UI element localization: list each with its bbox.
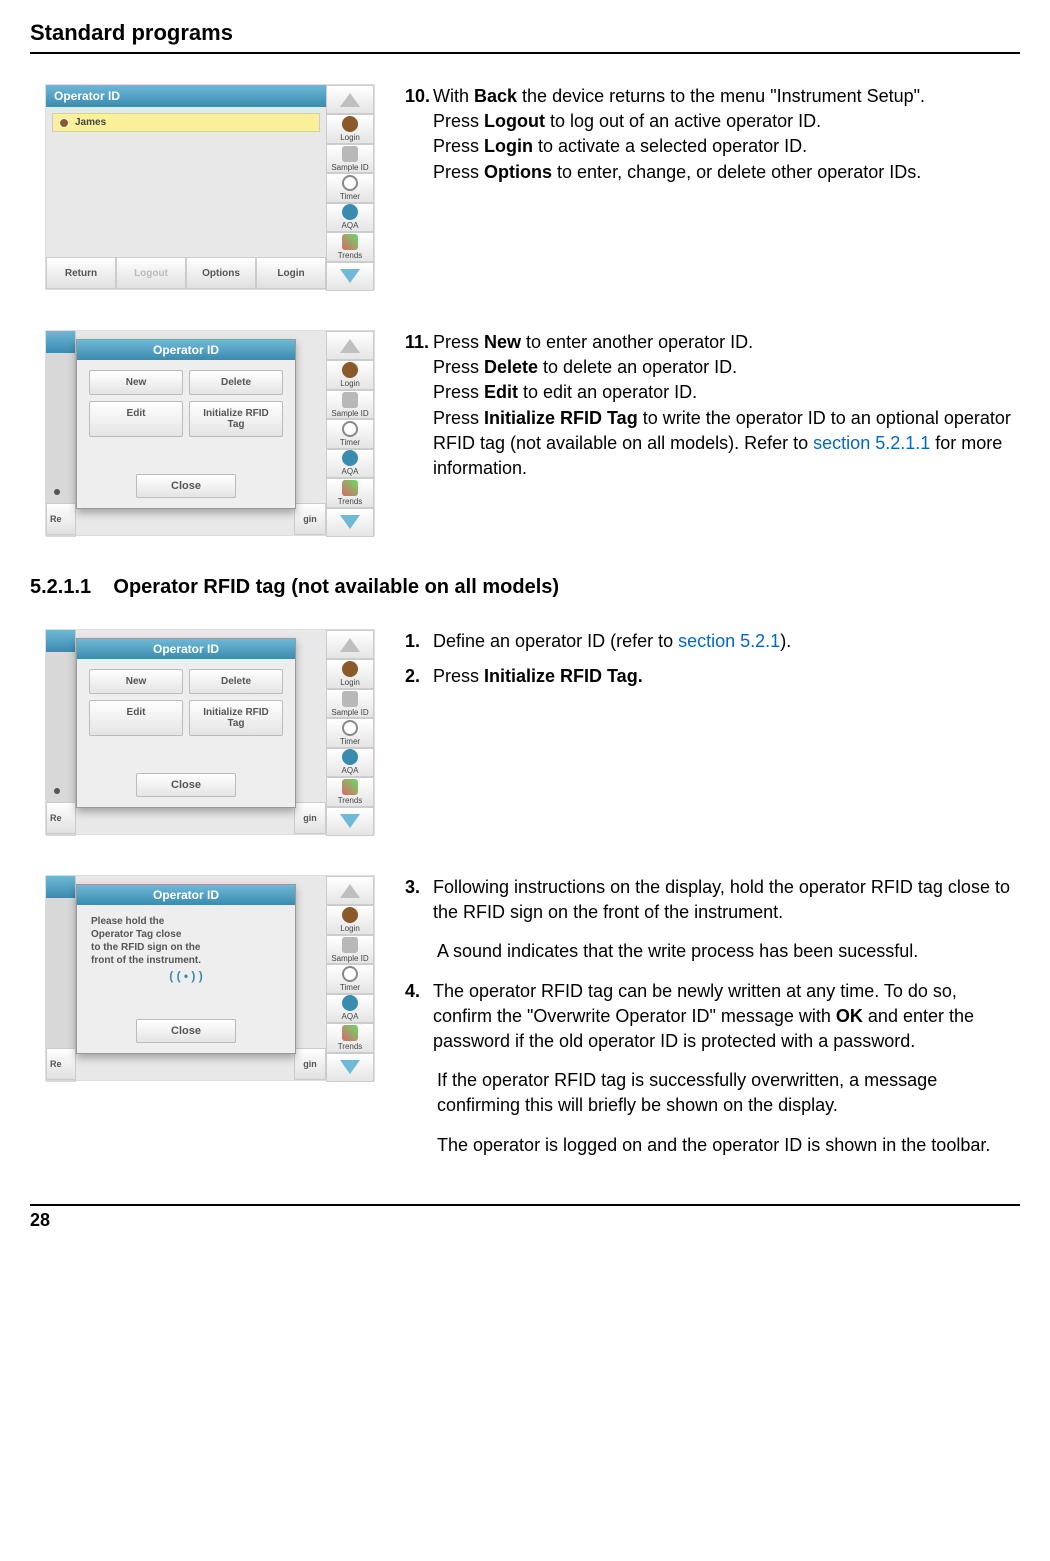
edit-button[interactable]: Edit [89, 401, 183, 437]
bg-return-sliver: Re [46, 503, 76, 535]
initialize-rfid-button[interactable]: Initialize RFID Tag [189, 401, 283, 437]
initialize-rfid-button[interactable]: Initialize RFID Tag [189, 700, 283, 736]
screenshot-rfid-prompt: Login Sample ID Timer AQA Trends Re gin … [45, 875, 375, 1081]
screenshot-options-dialog-2: Login Sample ID Timer AQA Trends Re gin … [45, 629, 375, 835]
screenshot-operator-list: Operator ID James Login Sample ID Timer … [45, 84, 375, 290]
page-footer: 28 [30, 1204, 1020, 1231]
login-button[interactable]: Login [256, 257, 326, 289]
step-11-row: Login Sample ID Timer AQA Trends Re gin … [30, 330, 1020, 536]
side-timer-button[interactable]: Timer [326, 419, 374, 448]
ui-titlebar: Operator ID [46, 85, 374, 107]
link-section-521[interactable]: section 5.2.1 [678, 631, 780, 651]
options-dialog: Operator ID New Delete Edit Initialize R… [76, 638, 296, 808]
side-timer-button[interactable]: Timer [326, 173, 374, 202]
logout-button[interactable]: Logout [116, 257, 186, 289]
delete-button[interactable]: Delete [189, 669, 283, 694]
step-2-num: 2. [405, 664, 433, 689]
page-number: 28 [30, 1210, 50, 1230]
step-3-num: 3. [405, 875, 433, 900]
step-1-2-text: 1.Define an operator ID (refer to sectio… [405, 629, 1020, 695]
step-3-4-row: Login Sample ID Timer AQA Trends Re gin … [30, 875, 1020, 1164]
side-login-button[interactable]: Login [326, 114, 374, 143]
step-3-4-text: 3.Following instructions on the display,… [405, 875, 1020, 1164]
side-trends-button[interactable]: Trends [326, 478, 374, 507]
operator-dot-icon [59, 118, 69, 128]
side-login-button[interactable]: Login [326, 360, 374, 389]
triangle-down-icon [340, 269, 360, 283]
step-11-text: 11.Press New to enter another operator I… [405, 330, 1020, 487]
step-1-num: 1. [405, 629, 433, 654]
options-button[interactable]: Options [186, 257, 256, 289]
screenshot-options-dialog: Login Sample ID Timer AQA Trends Re gin … [45, 330, 375, 536]
close-button[interactable]: Close [136, 773, 236, 797]
step-10-row: Operator ID James Login Sample ID Timer … [30, 84, 1020, 290]
login-icon [342, 116, 358, 132]
list-row-james[interactable]: James [52, 113, 320, 132]
return-button[interactable]: Return [46, 257, 116, 289]
section-heading: 5.2.1.1 Operator RFID tag (not available… [30, 576, 1020, 599]
edit-button[interactable]: Edit [89, 700, 183, 736]
timer-icon [342, 175, 358, 191]
scroll-down-button[interactable] [326, 262, 374, 291]
side-sampleid-button[interactable]: Sample ID [326, 144, 374, 173]
delete-button[interactable]: Delete [189, 370, 283, 395]
step-4-num: 4. [405, 979, 433, 1004]
rfid-message: Please hold the Operator Tag close to th… [77, 905, 295, 995]
section-title: Operator RFID tag (not available on all … [113, 576, 559, 598]
rfid-prompt-dialog: Operator ID Please hold the Operator Tag… [76, 884, 296, 1054]
step-11-num: 11. [405, 330, 433, 355]
new-button[interactable]: New [89, 370, 183, 395]
trends-icon [342, 234, 358, 250]
step-1-2-row: Login Sample ID Timer AQA Trends Re gin … [30, 629, 1020, 835]
step-10-num: 10. [405, 84, 433, 109]
link-section-5211[interactable]: section 5.2.1.1 [813, 433, 930, 453]
section-number: 5.2.1.1 [30, 576, 91, 598]
page-header: Standard programs [30, 20, 1020, 54]
scroll-down-button[interactable] [326, 508, 374, 537]
sampleid-icon [342, 146, 358, 162]
scroll-up-button[interactable] [326, 331, 374, 360]
side-sampleid-button[interactable]: Sample ID [326, 390, 374, 419]
side-trends-button[interactable]: Trends [326, 232, 374, 261]
scroll-up-button[interactable] [326, 85, 374, 114]
step-10-text: 10.With Back the device returns to the m… [405, 84, 1020, 191]
bg-login-sliver: gin [294, 503, 326, 535]
list-item-label: James [75, 117, 106, 128]
new-button[interactable]: New [89, 669, 183, 694]
options-dialog: Operator ID New Delete Edit Initialize R… [76, 339, 296, 509]
close-button[interactable]: Close [136, 474, 236, 498]
rfid-icon: ( ( • ) ) [91, 969, 281, 985]
dialog-title: Operator ID [77, 340, 295, 360]
aqa-icon [342, 204, 358, 220]
side-aqa-button[interactable]: AQA [326, 449, 374, 478]
triangle-up-icon [340, 93, 360, 107]
side-aqa-button[interactable]: AQA [326, 203, 374, 232]
close-button[interactable]: Close [136, 1019, 236, 1043]
